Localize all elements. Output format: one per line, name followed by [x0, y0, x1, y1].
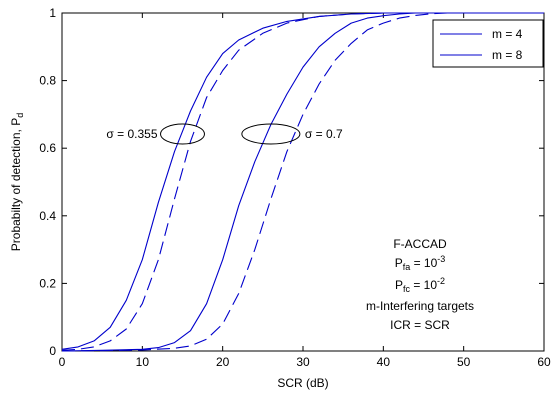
x-axis-title: SCR (dB) — [277, 376, 328, 390]
x-ticks: 0 10 20 30 40 50 60 — [59, 13, 551, 369]
legend-box — [432, 19, 544, 68]
info-line-1: F-ACCAD — [393, 237, 447, 251]
y-tick-label: 0.2 — [39, 276, 56, 290]
sigma-right-ellipse — [241, 123, 301, 145]
x-tick-label: 30 — [296, 355, 310, 369]
y-tick-label: 0.8 — [39, 74, 56, 88]
x-tick-label: 50 — [457, 355, 471, 369]
y-tick-label: 0 — [49, 344, 56, 358]
y-tick-label: 0.6 — [39, 141, 56, 155]
legend-label-m8: m = 8 — [492, 48, 523, 62]
x-tick-label: 20 — [216, 355, 230, 369]
y-axis-title: Probabilty of detection, Pd — [9, 113, 25, 251]
series-layer — [61, 12, 544, 352]
info-block: F-ACCAD Pfa = 10-3 Pfc = 10-2 m-Interfer… — [366, 237, 474, 332]
sigma-left-ellipse — [160, 123, 205, 145]
legend-label-m4: m = 4 — [492, 27, 523, 41]
sigma-right-label: σ = 0.7 — [305, 127, 343, 141]
y-tick-label: 1 — [49, 6, 56, 20]
sigma-left-label: σ = 0.355 — [106, 127, 157, 141]
series-line-sigma-0.355-dashed — [61, 12, 544, 351]
series-line-sigma-0.7-dashed — [61, 12, 544, 352]
x-tick-label: 0 — [59, 355, 66, 369]
series-line-sigma-0.7-solid — [61, 12, 544, 352]
x-tick-label: 40 — [377, 355, 391, 369]
info-line-3: Pfc = 10-2 — [395, 276, 445, 294]
plot-area — [61, 12, 545, 352]
info-line-5: ICR = SCR — [390, 318, 450, 332]
info-line-4: m-Interfering targets — [366, 299, 474, 313]
legend: m = 4 m = 8 — [432, 19, 544, 68]
y-tick-label: 0.4 — [39, 209, 56, 223]
info-line-2: Pfa = 10-3 — [395, 254, 446, 272]
x-tick-label: 60 — [537, 355, 551, 369]
x-tick-label: 10 — [136, 355, 150, 369]
